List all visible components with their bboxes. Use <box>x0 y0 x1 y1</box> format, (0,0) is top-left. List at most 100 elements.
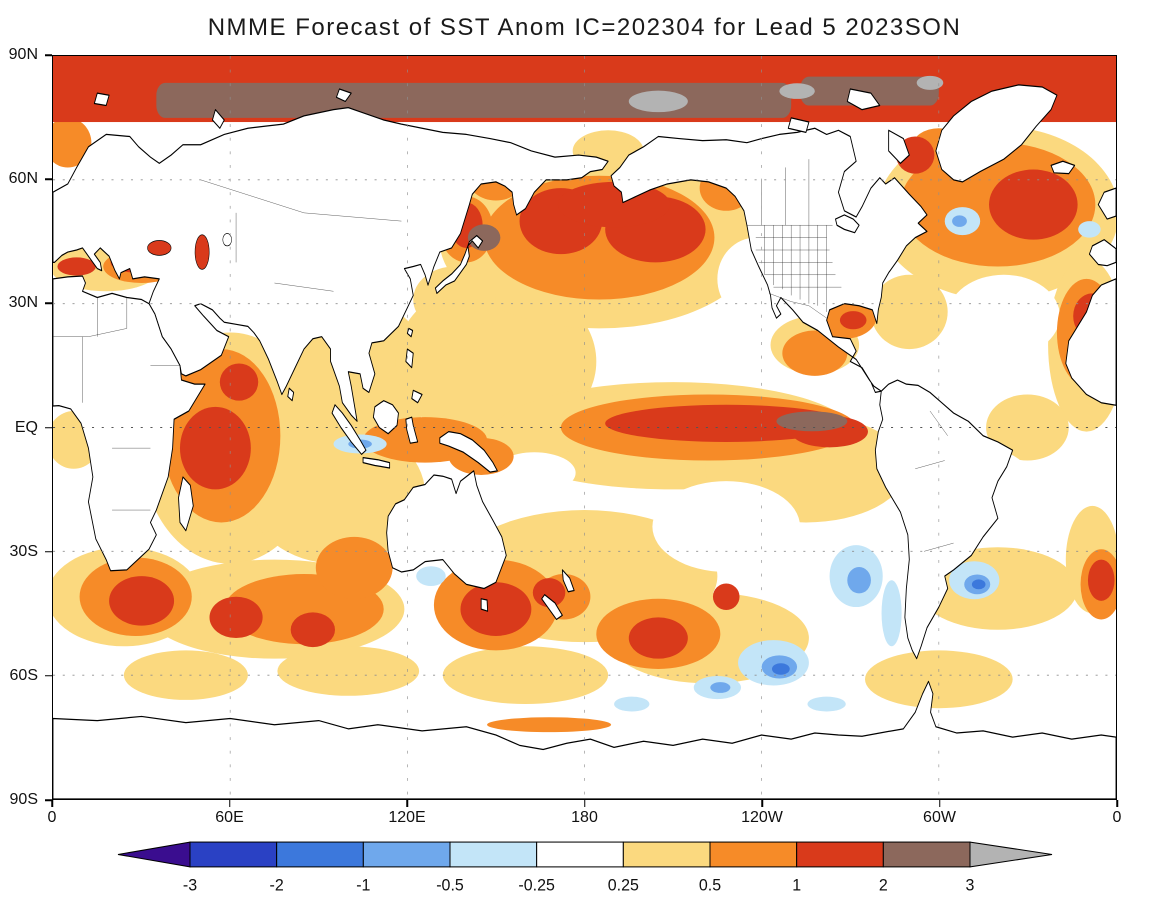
anomaly-blob <box>209 596 263 639</box>
axis-tick <box>45 54 52 56</box>
anomaly-blob <box>772 663 790 675</box>
axis-tick <box>45 302 52 305</box>
colorbar-tick-label: -1 <box>356 876 370 894</box>
anomaly-blob <box>156 82 792 118</box>
anomaly-blob <box>1078 221 1101 238</box>
colorbar-tick-label: -2 <box>270 876 284 894</box>
anomaly-blob <box>776 411 848 432</box>
colorbar-tick-label: 2 <box>879 876 888 894</box>
anomaly-blob <box>416 566 446 587</box>
colorbar-cell <box>622 841 711 868</box>
anomaly-blob <box>532 578 566 608</box>
land-new-guinea <box>439 431 498 473</box>
land-java <box>362 457 391 469</box>
lon-tick-label: 0 <box>47 809 57 826</box>
anomaly-blob <box>57 257 96 276</box>
anomaly-blob <box>247 423 426 564</box>
anomaly-blob <box>847 567 871 594</box>
lon-tick-label: 0 <box>1112 809 1122 826</box>
lon-tick-label: 60E <box>215 809 244 826</box>
lat-tick-label: 90N <box>8 46 38 63</box>
land-great-lakes <box>835 214 860 234</box>
colorbar-tick-label: 1 <box>792 876 801 894</box>
anomaly-blob <box>277 646 420 696</box>
axis-tick <box>583 800 586 807</box>
anomaly-blob <box>1087 559 1115 601</box>
land-tasmania <box>480 598 489 612</box>
land-philippines <box>405 348 423 404</box>
colorbar-cell <box>362 841 451 868</box>
colorbar-arrow-low <box>117 841 191 868</box>
anomaly-blob <box>989 169 1078 240</box>
inland-seas <box>147 233 232 270</box>
axis-tick <box>406 800 408 807</box>
map-frame <box>52 55 1117 800</box>
colorbar-tick-label: -3 <box>183 876 197 894</box>
land-japan <box>434 234 484 294</box>
lon-axis: 0 60E 120E 180 120W 60W 0 <box>48 800 1121 830</box>
colorbar-tick-label: -0.5 <box>436 876 464 894</box>
axis-tick <box>1116 800 1118 807</box>
colorbar-cell <box>882 841 971 868</box>
colorbar-tick-label: 3 <box>966 876 975 894</box>
anomaly-level-above-3 <box>628 75 944 113</box>
anomaly-blob <box>952 215 967 227</box>
anomaly-blob <box>628 90 688 113</box>
axis-tick <box>938 800 941 807</box>
colorbar-svg: -3 -2 -1 -0.5 -0.25 0.25 0.5 1 2 3 <box>117 841 1053 895</box>
anomaly-blob <box>290 612 335 648</box>
land-britain-wrap <box>1097 187 1116 220</box>
anomaly-blob <box>807 696 846 712</box>
country-state-borders <box>53 159 954 552</box>
grid-lines <box>53 56 1116 799</box>
anomaly-blob <box>947 274 1060 358</box>
aral-sea <box>222 233 232 247</box>
land-australia <box>386 470 507 590</box>
anomaly-blob <box>53 117 92 168</box>
colorbar-tick-label: 0.25 <box>608 876 639 894</box>
axis-tick <box>761 800 763 807</box>
land-borneo <box>372 400 399 435</box>
land-south-america <box>874 379 1014 660</box>
colorbar-cell <box>796 841 884 868</box>
anomaly-blob <box>839 311 867 330</box>
land-antarctica <box>53 680 1116 799</box>
world-map <box>53 56 1116 799</box>
colorbar-cell <box>536 841 624 868</box>
lon-tick-label: 120E <box>388 809 426 826</box>
axis-tick <box>51 800 53 807</box>
plot-title: NMME Forecast of SST Anom IC=202304 for … <box>207 14 962 41</box>
colorbar-tick-label: -0.25 <box>518 876 554 894</box>
colorbar-cell <box>189 841 278 868</box>
lat-tick-label: 30S <box>9 542 38 560</box>
land-sri-lanka <box>287 387 295 402</box>
land-sulawesi <box>405 416 419 444</box>
anomaly-blob <box>916 75 944 90</box>
land-greenland <box>935 84 1058 183</box>
anomaly-blob <box>467 224 501 251</box>
anomaly-blob <box>652 481 801 572</box>
anomaly-blob <box>413 266 496 333</box>
anomaly-level-neg-2-1 <box>772 579 986 675</box>
anomaly-blob <box>782 330 848 376</box>
anomaly-blob <box>315 536 393 599</box>
axis-tick <box>45 426 52 429</box>
black-sea <box>147 240 172 256</box>
lon-tick-label: 180 <box>571 809 598 826</box>
colorbar-cell <box>449 841 538 868</box>
anomaly-blob <box>605 404 848 442</box>
lat-tick-label: EQ <box>14 418 38 436</box>
colorbar-cell <box>276 841 364 868</box>
anomaly-blob <box>219 363 259 401</box>
anomaly-blob <box>179 406 251 490</box>
anomaly-blob <box>614 696 650 712</box>
anomaly-blob <box>865 650 1013 709</box>
land-africa <box>53 275 206 572</box>
anomaly-blob <box>710 682 731 693</box>
land-iberia-wrap <box>1088 239 1116 267</box>
colorbar-arrow-high <box>969 841 1053 868</box>
land-eurasia <box>53 106 609 422</box>
landmasses <box>53 84 1116 799</box>
anomaly-blob <box>492 452 576 494</box>
